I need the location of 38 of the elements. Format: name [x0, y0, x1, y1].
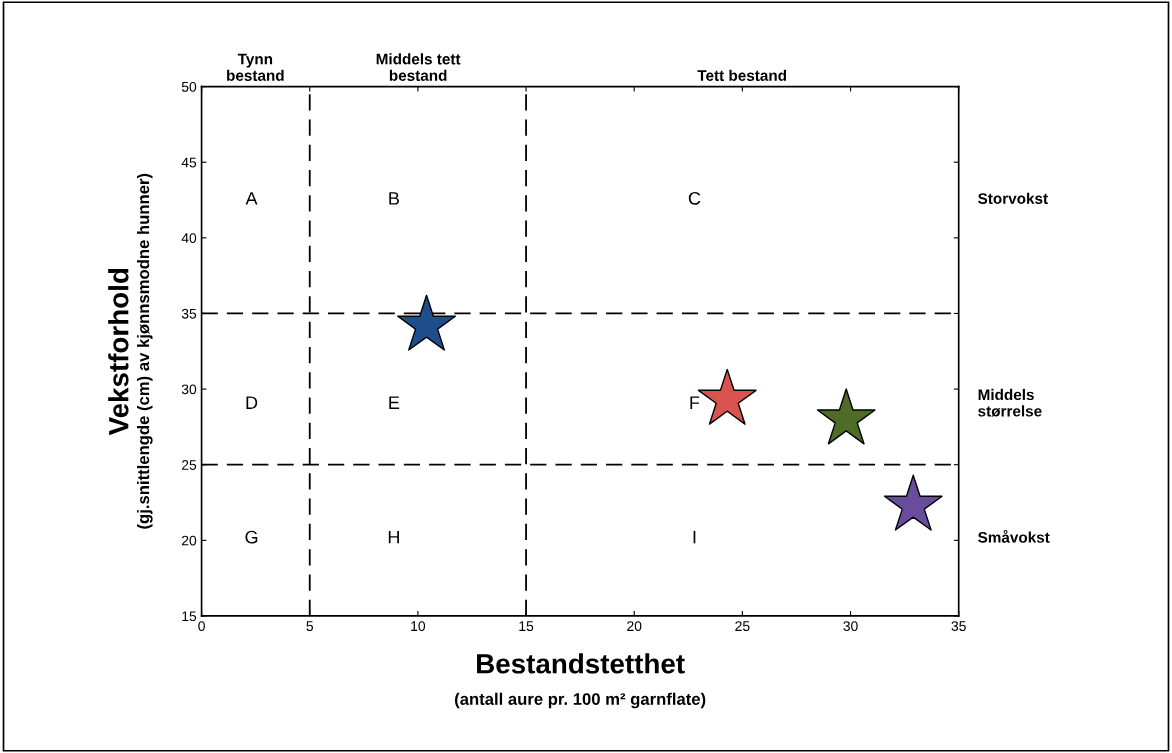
annotation: E	[389, 396, 400, 409]
text: Småvokst	[978, 530, 1050, 543]
y-tick-label: 50	[181, 81, 197, 92]
x-tick-label: 25	[735, 621, 750, 632]
text: Middels tett bestand	[376, 53, 461, 81]
text: (gj.snittlengde (cm) av kjønnsmodne hunner)	[137, 173, 153, 529]
x-tick-label: 10	[411, 621, 426, 632]
text: Middels størrelse	[978, 388, 1042, 417]
y-tick-label: 15	[182, 611, 197, 622]
x-tick-label: 35	[951, 621, 966, 632]
y-tick-label: 45	[181, 157, 197, 168]
y-tick-label: 25	[181, 460, 197, 470]
point	[397, 294, 457, 351]
text: (antall aure pr. 100 m² garnflate)	[455, 692, 706, 709]
annotation: D	[246, 396, 258, 409]
annotation: C	[688, 191, 701, 205]
y-tick-label: 35	[181, 308, 197, 319]
annotation: H	[388, 530, 399, 544]
annotation: F	[690, 396, 700, 409]
annotation: I	[693, 530, 696, 544]
annotation: B	[389, 192, 399, 205]
y-tick-label: 30	[181, 384, 197, 395]
annotation: A	[245, 192, 258, 205]
x-tick-label: 20	[627, 621, 642, 632]
y-tick-label: 40	[181, 233, 197, 244]
y-tick-label: 20	[181, 535, 197, 546]
text: Tynn bestand	[227, 53, 284, 81]
x-tick-label: 5	[306, 621, 314, 632]
text: Tett bestand	[697, 69, 787, 81]
y-axis-title: Vekstforhold	[108, 268, 129, 436]
x-tick-label: 0	[198, 621, 205, 632]
text: Storvokst	[978, 192, 1048, 204]
x-axis-title: Bestandstetthet	[477, 653, 685, 674]
annotation: G	[245, 530, 258, 544]
x-tick-label: 15	[519, 621, 534, 632]
x-tick-label: 30	[843, 621, 858, 632]
point	[883, 474, 943, 531]
point	[816, 388, 876, 445]
